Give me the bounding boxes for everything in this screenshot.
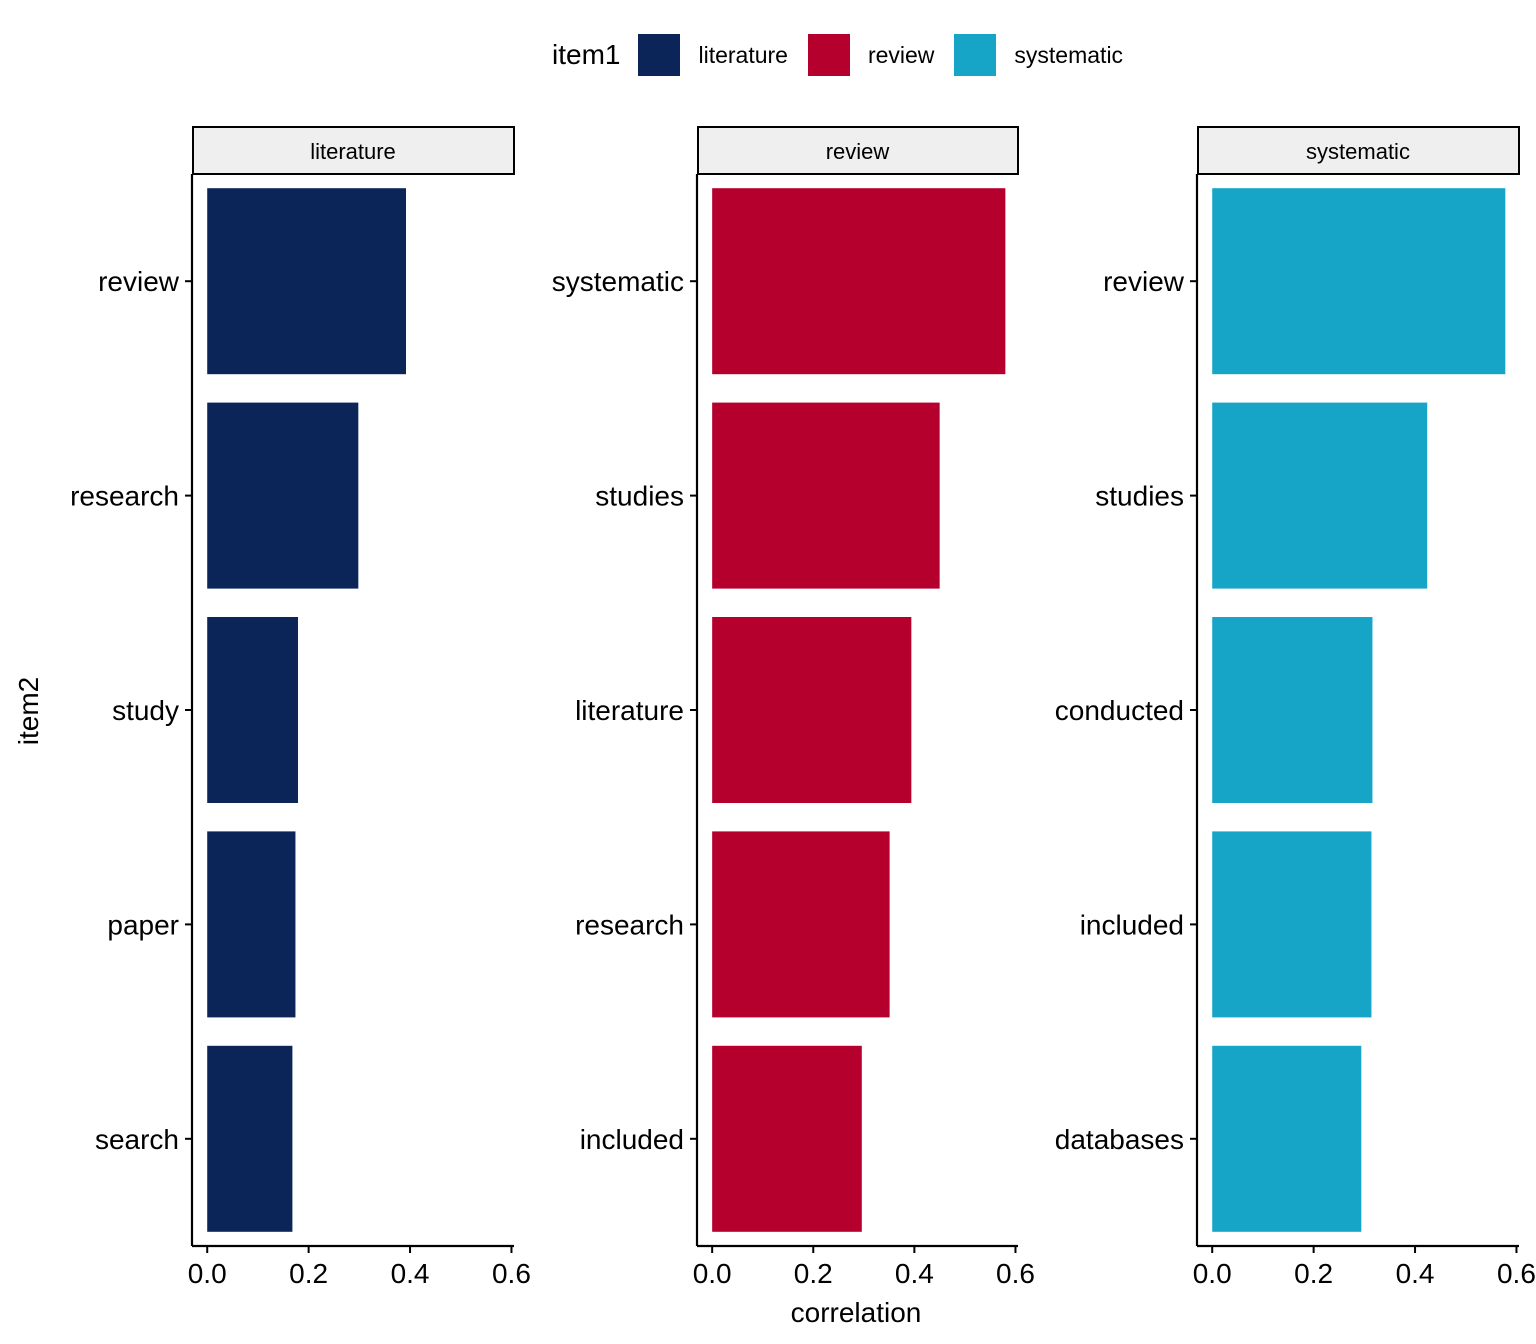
- y-tick-label: research: [70, 481, 179, 512]
- y-tick-label: review: [1103, 266, 1185, 297]
- bar-search: [207, 1045, 293, 1232]
- bar-research: [207, 402, 359, 589]
- bar-review: [1212, 188, 1506, 375]
- x-tick-label: 0.6: [492, 1258, 531, 1289]
- x-tick-label: 0.2: [1294, 1258, 1333, 1289]
- facet-strip: [697, 126, 1019, 175]
- bar-review: [207, 188, 406, 375]
- y-tick-label: search: [95, 1124, 179, 1155]
- legend-label-review: review: [867, 41, 935, 68]
- facet-strip: [192, 126, 515, 175]
- y-tick-label: research: [575, 909, 684, 940]
- y-tick-label: paper: [107, 909, 179, 940]
- legend: item1 literature review systematic: [552, 34, 1143, 76]
- y-tick-label: systematic: [552, 266, 684, 297]
- x-tick-label: 0.6: [1497, 1258, 1536, 1289]
- y-tick-label: review: [98, 266, 180, 297]
- x-tick-label: 0.4: [895, 1258, 934, 1289]
- y-axis-title: item2: [13, 677, 44, 745]
- x-tick-label: 0.0: [188, 1258, 227, 1289]
- bar-included: [712, 1045, 862, 1232]
- y-tick-label: studies: [1095, 481, 1184, 512]
- x-tick-label: 0.2: [794, 1258, 833, 1289]
- bar-systematic: [712, 188, 1006, 375]
- bar-conducted: [1212, 617, 1373, 803]
- facet-systematic: systematic review studies conducted included…: [1055, 126, 1536, 1289]
- legend-key-literature: [638, 34, 681, 76]
- bar-studies: [1212, 402, 1428, 589]
- legend-label-literature: literature: [698, 41, 788, 68]
- x-tick-label: 0.4: [391, 1258, 430, 1289]
- bar-studies: [712, 402, 940, 589]
- facet-strip: [1197, 126, 1520, 175]
- facet-strip-label: review: [826, 139, 890, 164]
- y-tick-label: included: [580, 1124, 684, 1155]
- x-tick-label: 0.2: [289, 1258, 328, 1289]
- bar-databases: [1212, 1045, 1362, 1232]
- y-tick-label: studies: [595, 481, 684, 512]
- y-tick-label: literature: [575, 695, 684, 726]
- facet-literature: literature review research study paper search…: [70, 126, 531, 1289]
- x-tick-label: 0.4: [1396, 1258, 1435, 1289]
- facet-strip-label: literature: [310, 139, 396, 164]
- x-axis-title: correlation: [791, 1297, 922, 1328]
- bar-paper: [207, 831, 296, 1018]
- x-tick-label: 0.0: [1193, 1258, 1232, 1289]
- y-tick-label: conducted: [1055, 695, 1184, 726]
- bar-research: [712, 831, 890, 1018]
- y-tick-label: included: [1080, 909, 1184, 940]
- y-tick-label: study: [112, 695, 179, 726]
- bar-study: [207, 617, 298, 803]
- facet-review: review systematic studies literature researc…: [552, 126, 1035, 1289]
- facet-strip-label: systematic: [1306, 139, 1410, 164]
- bar-included: [1212, 831, 1372, 1018]
- legend-title: item1: [552, 39, 621, 70]
- bar-literature: [712, 617, 912, 803]
- x-tick-label: 0.0: [693, 1258, 732, 1289]
- x-tick-label: 0.6: [996, 1258, 1035, 1289]
- legend-key-review: [807, 34, 850, 76]
- legend-label-systematic: systematic: [1014, 41, 1124, 68]
- legend-key-systematic: [954, 34, 997, 76]
- y-tick-label: databases: [1055, 1124, 1184, 1155]
